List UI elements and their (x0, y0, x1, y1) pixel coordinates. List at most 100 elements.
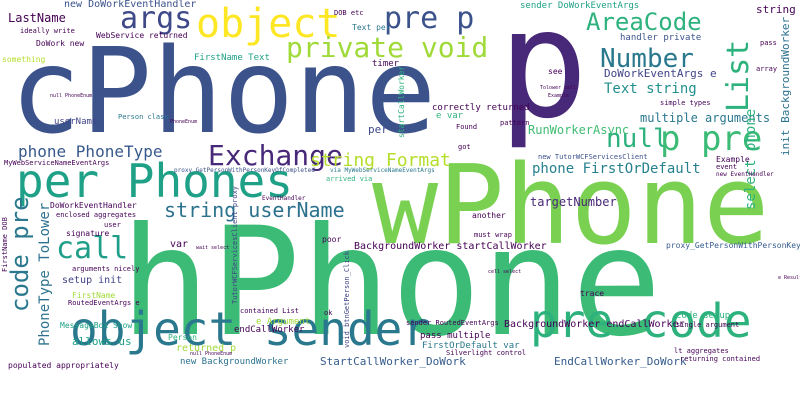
cloud-word: sender RoutedEventArgs (406, 319, 499, 327)
cloud-word: FirstName Text (194, 53, 270, 63)
cloud-word: ok (324, 309, 333, 317)
cloud-word: pre p (384, 1, 475, 36)
cloud-word: MessageBox Show (60, 321, 133, 330)
cloud-word: timer (372, 59, 400, 69)
cloud-word: pre code (530, 294, 752, 348)
cloud-word: cPhone (10, 22, 437, 160)
cloud-word: null PhoneEnum (50, 93, 93, 99)
cloud-word: user (104, 221, 121, 229)
cloud-word: per Phones (16, 154, 293, 208)
cloud-word: proxy_GetPersonWithPersonKeyOfCompleted (174, 167, 315, 174)
cloud-word: EventHandler (262, 195, 306, 202)
cloud-word: returning contained (680, 355, 761, 363)
cloud-word: endCallWorker (234, 325, 305, 335)
cloud-word: contained List (240, 307, 300, 315)
cloud-word: via MyWebServiceNameEventArgs (330, 167, 435, 174)
cloud-word: Example (716, 155, 750, 164)
cloud-word: array (756, 65, 778, 73)
cloud-word: pass multiple (420, 331, 491, 341)
cloud-word: AreaCode (586, 8, 702, 36)
cloud-word: got (458, 143, 471, 151)
cloud-word: p (498, 0, 589, 152)
cloud-word: Number (600, 44, 694, 74)
cloud-word: new DoWorkEventHandler (64, 0, 197, 10)
cloud-word: Person class (118, 113, 169, 121)
cloud-word: TutorWCFServicesClient proxy (231, 185, 239, 304)
cloud-word: Person (168, 333, 197, 342)
cloud-word: multiple arguments (640, 111, 771, 125)
cloud-word: DoWork new (36, 39, 85, 48)
cloud-word: returned p (176, 343, 237, 354)
cloud-word: DoWorkEventArgs e (604, 67, 717, 80)
cloud-word: code setup (676, 311, 731, 321)
cloud-word: another (472, 211, 506, 220)
cloud-word: DoWorkEventHandler (50, 201, 137, 210)
cloud-word: init BackgroundWorker (779, 16, 792, 156)
cloud-word: poor (322, 235, 342, 244)
cloud-word: trace (580, 289, 605, 298)
cloud-word: Example (548, 93, 570, 99)
cloud-word: Found (456, 123, 478, 131)
cloud-word: simple types (660, 99, 711, 107)
cloud-word: RoutedEventArgs e (68, 299, 140, 307)
cloud-word: object (196, 1, 341, 47)
cloud-word: Text per (352, 23, 391, 32)
cloud-word: pass (760, 39, 777, 47)
cloud-word: code pre (6, 196, 34, 312)
cloud-word: sender DoWorkEventArgs (520, 1, 640, 11)
cloud-word: var (170, 239, 189, 250)
cloud-word: e var (436, 111, 464, 121)
cloud-word: e Argument (256, 317, 311, 327)
cloud-word: proxy_GetPersonWithPersonKeyOfCompleted (666, 241, 800, 250)
cloud-word: DOB etc (334, 9, 364, 17)
cloud-word: per (368, 123, 388, 136)
cloud-word: setup init (62, 275, 123, 286)
cloud-word: wPhone (372, 141, 770, 269)
cloud-word: arrived via (326, 175, 373, 183)
cloud-word: PhoneType ToLower (37, 202, 53, 346)
cloud-word: Text string (604, 81, 697, 97)
cloud-word: hPhone (120, 196, 662, 370)
cloud-word: BackgroundWorker startCallWorker (354, 241, 547, 252)
cloud-word: new EventHandler (716, 171, 774, 178)
cloud-word: ideally write (20, 27, 75, 35)
cloud-word: FirstOrDefault var (422, 341, 520, 351)
cloud-word: phone FirstOrDefault (532, 161, 701, 177)
cloud-word: EndCallWorker_DoWork (554, 355, 687, 368)
cloud-word: WebService returned (96, 31, 188, 40)
cloud-word: allows us (72, 335, 132, 348)
cloud-word: null PhoneEnum (190, 351, 233, 357)
cloud-word: userName (54, 117, 98, 127)
cloud-word: string (756, 3, 796, 16)
cloud-word: Exchange (208, 139, 343, 172)
cloud-word: private void (286, 31, 489, 64)
cloud-word: new TutorWCFServicesClient (538, 153, 648, 161)
cloud-word: call (56, 231, 129, 266)
cloud-word: object sender (70, 302, 431, 356)
cloud-word: event (716, 163, 738, 171)
cloud-word: List (721, 39, 756, 112)
cloud-word: single argument (676, 321, 740, 329)
cloud-word: Tolower cell (540, 85, 577, 91)
cloud-word: string userName (164, 198, 345, 222)
cloud-word: must wrap (474, 231, 512, 239)
cloud-word: cell select (488, 269, 522, 275)
cloud-word: void btnGetPerson_Click (343, 251, 351, 348)
cloud-word: handler private (620, 33, 702, 43)
cloud-word: phone PhoneType (18, 142, 163, 161)
cloud-word: p pre (660, 119, 763, 159)
cloud-word: startCallWorker (397, 65, 406, 138)
cloud-word: string Format (310, 150, 451, 171)
cloud-word: enclosed aggregates (56, 211, 137, 219)
cloud-word: see (548, 67, 563, 76)
cloud-word: arguments nicely (72, 265, 140, 273)
cloud-word: LastName (8, 11, 66, 25)
cloud-word: pattern (500, 119, 530, 127)
cloud-word: FirstName (72, 291, 116, 300)
cloud-word: Silverlight control (446, 349, 527, 357)
cloud-word: BackgroundWorker endCallWorker (504, 319, 685, 330)
cloud-word: something (2, 55, 46, 64)
cloud-word: wait select (196, 245, 230, 251)
cloud-word: e Result (778, 275, 800, 281)
